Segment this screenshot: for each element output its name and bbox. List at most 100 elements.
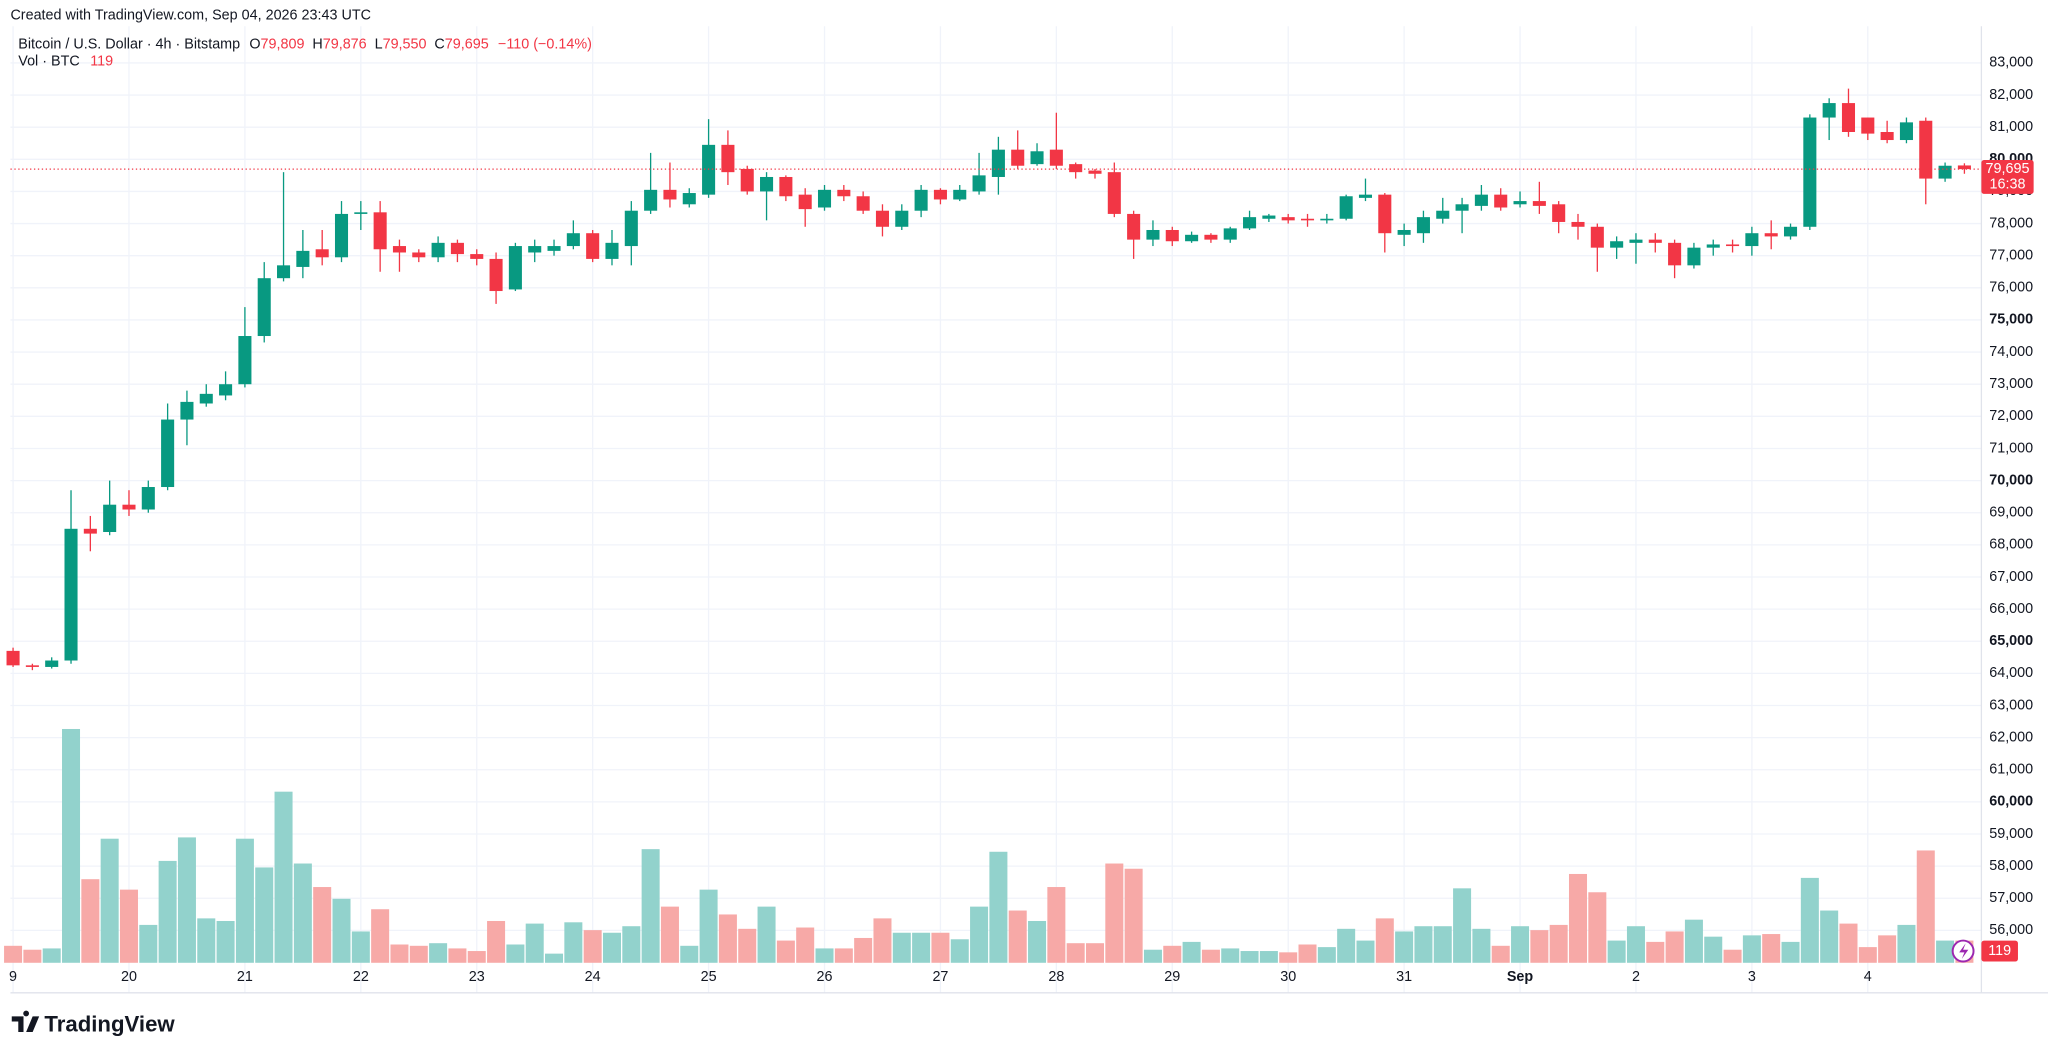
volume-bar xyxy=(1124,868,1143,963)
volume-bar xyxy=(235,838,254,963)
candle-body xyxy=(547,246,561,251)
ohlc-value: 79,550 xyxy=(383,36,427,52)
y-tick-label: 62,000 xyxy=(1989,729,2033,745)
x-tick-label: 26 xyxy=(817,969,833,985)
candle-body xyxy=(1880,131,1894,141)
candle-body xyxy=(1455,204,1469,211)
x-tick-label: 23 xyxy=(469,969,485,985)
ohlc-key: O xyxy=(249,36,260,52)
volume-bar xyxy=(1240,951,1259,963)
volume-bar xyxy=(970,906,989,963)
candle-body xyxy=(1320,218,1334,221)
volume-bar xyxy=(1182,941,1201,963)
alert-icon-bolt xyxy=(1959,943,1969,959)
candle-body xyxy=(1397,229,1411,235)
volume-bar xyxy=(293,863,312,963)
volume-line: Vol · BTC 119 xyxy=(18,53,113,69)
x-tick-label: 3 xyxy=(1748,969,1756,985)
y-tick-label: 74,000 xyxy=(1989,344,2033,360)
volume-bar xyxy=(274,791,293,963)
candle-body xyxy=(64,528,78,661)
volume-bar xyxy=(1472,928,1491,963)
volume-bar xyxy=(1066,943,1085,963)
volume-bar xyxy=(1800,877,1819,963)
grid xyxy=(10,26,1982,993)
candle-body xyxy=(972,175,986,192)
candle-body xyxy=(315,249,329,258)
candle-body xyxy=(740,168,754,192)
ohlc-key: L xyxy=(375,36,383,52)
candle-body xyxy=(1726,244,1740,247)
candle-body xyxy=(1474,194,1488,206)
volume-bar xyxy=(158,860,177,963)
x-tick-label: 24 xyxy=(585,969,601,985)
y-tick-label: 73,000 xyxy=(1989,376,2033,392)
candle-body xyxy=(1243,217,1257,229)
candle-body xyxy=(1532,201,1546,206)
candle-body xyxy=(257,278,271,337)
x-tick-label: 28 xyxy=(1048,969,1064,985)
volume-bar xyxy=(950,939,969,963)
volume-bar xyxy=(351,931,370,963)
volume-bar xyxy=(564,922,583,963)
volume-bar xyxy=(1820,910,1839,963)
candle-body xyxy=(392,246,406,253)
volume-bar xyxy=(1143,949,1162,963)
volume-bar xyxy=(506,944,525,963)
volume-bar xyxy=(641,849,660,963)
y-tick-label: 67,000 xyxy=(1989,569,2033,585)
volume-bar xyxy=(100,838,119,963)
candle-body xyxy=(373,212,387,250)
x-tick-label: Sep xyxy=(1507,969,1534,985)
y-tick-label: 75,000 xyxy=(1989,312,2033,328)
volume-bar xyxy=(1530,930,1549,963)
candle-body xyxy=(25,665,39,667)
volume-bar xyxy=(81,879,100,963)
volume-bar xyxy=(1839,923,1858,963)
volume-bar xyxy=(371,909,390,963)
volume-bar xyxy=(989,851,1008,963)
candle-body xyxy=(1899,122,1913,141)
y-tick-label: 76,000 xyxy=(1989,280,2033,296)
volume-bar xyxy=(1762,934,1781,963)
y-tick-label: 81,000 xyxy=(1989,119,2033,135)
candle-body xyxy=(6,650,20,666)
candle-body xyxy=(45,660,59,667)
candle-body xyxy=(431,242,445,258)
candle-body xyxy=(1745,233,1759,247)
candle-body xyxy=(605,242,619,259)
volume-bar xyxy=(1085,943,1105,963)
candle-body xyxy=(1416,217,1430,234)
volume-bar xyxy=(1163,945,1182,963)
volume-bar xyxy=(1858,947,1877,963)
candle-body xyxy=(1764,233,1778,237)
x-tick-label: 30 xyxy=(1280,969,1296,985)
volume-bar xyxy=(1936,940,1955,963)
candle-body xyxy=(933,189,947,200)
last-price-label: 79,695 xyxy=(1986,161,2030,177)
volume-bar xyxy=(216,920,235,963)
candle-body xyxy=(83,528,97,534)
candle-body xyxy=(1223,228,1237,240)
y-tick-label: 61,000 xyxy=(1989,762,2033,778)
ohlc-value: 79,876 xyxy=(323,36,367,52)
volume-bar xyxy=(1511,926,1530,963)
candle-body xyxy=(528,246,542,253)
candle-body xyxy=(798,194,812,210)
candle-body xyxy=(1049,149,1063,166)
y-tick-label: 57,000 xyxy=(1989,890,2033,906)
volume-bar xyxy=(1298,944,1317,963)
volume-bar xyxy=(1665,931,1684,963)
volume-bar xyxy=(1414,926,1433,963)
candle-body xyxy=(180,401,194,420)
x-tick-label: 20 xyxy=(121,969,137,985)
candle-body xyxy=(895,210,909,227)
x-tick-label: 27 xyxy=(932,969,948,985)
volume-bar xyxy=(680,945,699,963)
brand: TradingView xyxy=(44,1011,175,1036)
symbol: Bitcoin / U.S. Dollar · 4h · Bitstamp xyxy=(18,36,240,52)
tradingview-logo: TradingView xyxy=(11,1010,175,1036)
candle-body xyxy=(238,336,252,385)
candle-body xyxy=(122,504,136,510)
